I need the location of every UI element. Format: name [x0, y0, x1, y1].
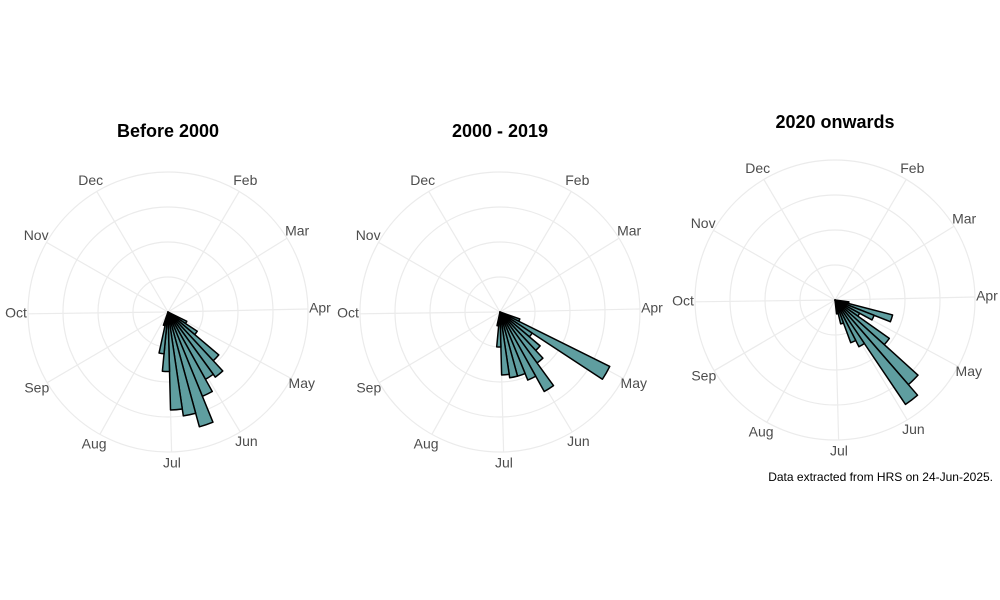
grid-ring — [359, 171, 641, 453]
month-label: Oct — [5, 305, 27, 321]
month-label: May — [956, 363, 982, 379]
month-label: Mar — [952, 211, 976, 227]
panel-title: 2000 - 2019 — [452, 121, 548, 141]
month-label: Mar — [617, 223, 641, 239]
grid-spoke — [167, 191, 240, 313]
grid-spoke — [834, 179, 907, 301]
grid-spoke — [378, 241, 501, 313]
grid-ring — [694, 159, 976, 441]
grid-spoke — [99, 311, 169, 435]
bar — [167, 311, 224, 378]
month-label: Nov — [691, 215, 716, 231]
month-label: May — [289, 375, 315, 391]
bar — [834, 299, 839, 315]
grid-spoke — [766, 299, 836, 423]
month-label: Jul — [163, 455, 181, 471]
grid-spoke — [834, 296, 975, 301]
month-label: Sep — [356, 379, 381, 395]
month-label: Jun — [235, 433, 258, 449]
month-label: Feb — [900, 160, 924, 176]
grid-ring — [764, 229, 906, 371]
month-label: Jul — [495, 455, 513, 471]
grid-spoke — [713, 229, 836, 301]
month-label: Apr — [976, 287, 998, 303]
month-label: Aug — [82, 436, 107, 452]
month-label: Oct — [337, 305, 359, 321]
bar — [161, 311, 171, 373]
grid-spoke — [499, 308, 640, 313]
bar — [499, 311, 537, 381]
month-label: Jun — [902, 421, 925, 437]
bar — [499, 311, 519, 379]
month-label: May — [621, 375, 647, 391]
grid-ring — [97, 241, 239, 383]
month-label: Sep — [691, 367, 716, 383]
grid-ring — [429, 241, 571, 383]
month-label: Nov — [356, 227, 381, 243]
bar — [834, 299, 866, 348]
bar — [499, 311, 555, 393]
month-label: Apr — [309, 299, 331, 315]
grid-spoke — [713, 299, 836, 372]
month-label: Feb — [565, 172, 589, 188]
grid-ring — [394, 206, 606, 418]
month-label: Dec — [745, 160, 770, 176]
grid-ring — [729, 194, 941, 406]
bar — [834, 299, 919, 406]
bar — [167, 311, 197, 417]
month-label: Sep — [24, 379, 49, 395]
month-label: Jun — [567, 433, 590, 449]
grid-spoke — [499, 237, 620, 313]
grid-spoke — [378, 311, 501, 384]
panel-title: Before 2000 — [117, 121, 219, 141]
bar — [162, 311, 169, 327]
bar — [167, 311, 214, 428]
grid-spoke — [763, 179, 836, 301]
grid-spoke — [96, 191, 169, 313]
bar — [496, 311, 501, 327]
grid-spoke — [46, 241, 169, 313]
bar — [167, 311, 184, 411]
grid-spoke — [834, 299, 840, 440]
month-label: Apr — [641, 299, 663, 315]
month-label: Aug — [749, 424, 774, 440]
grid-spoke — [834, 225, 955, 301]
month-label: Feb — [233, 172, 257, 188]
grid-spoke — [167, 237, 288, 313]
bar — [834, 299, 857, 344]
grid-spoke — [360, 311, 501, 315]
grid-ring — [62, 206, 274, 418]
panel-title: 2020 onwards — [775, 112, 894, 132]
grid-spoke — [167, 308, 308, 313]
month-label: Aug — [414, 436, 439, 452]
bar — [499, 311, 611, 380]
grid-spoke — [499, 191, 572, 313]
month-label: Jul — [830, 443, 848, 459]
grid-spoke — [695, 299, 836, 303]
grid-spoke — [428, 191, 501, 313]
grid-spoke — [46, 311, 169, 384]
month-label: Nov — [24, 227, 49, 243]
grid-spoke — [28, 311, 169, 315]
grid-spoke — [167, 311, 292, 380]
bar — [499, 311, 510, 376]
caption: Data extracted from HRS on 24-Jun-2025. — [768, 470, 993, 484]
month-label: Mar — [285, 223, 309, 239]
month-label: Oct — [672, 293, 694, 309]
month-label: Dec — [410, 172, 435, 188]
grid-spoke — [431, 311, 501, 435]
month-label: Dec — [78, 172, 103, 188]
grid-ring — [27, 171, 309, 453]
